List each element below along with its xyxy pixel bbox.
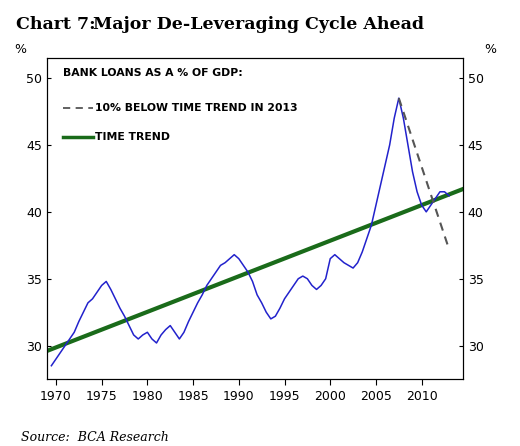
Text: %: %: [484, 43, 496, 56]
Text: Major De-Leveraging Cycle Ahead: Major De-Leveraging Cycle Ahead: [81, 16, 424, 33]
Text: %: %: [14, 43, 26, 56]
Text: Chart 7:: Chart 7:: [16, 16, 95, 33]
Text: Source:  BCA Research: Source: BCA Research: [21, 431, 168, 444]
Text: TIME TREND: TIME TREND: [95, 132, 170, 142]
Text: BANK LOANS AS A % OF GDP:: BANK LOANS AS A % OF GDP:: [63, 68, 243, 78]
Text: 10% BELOW TIME TREND IN 2013: 10% BELOW TIME TREND IN 2013: [95, 103, 297, 113]
